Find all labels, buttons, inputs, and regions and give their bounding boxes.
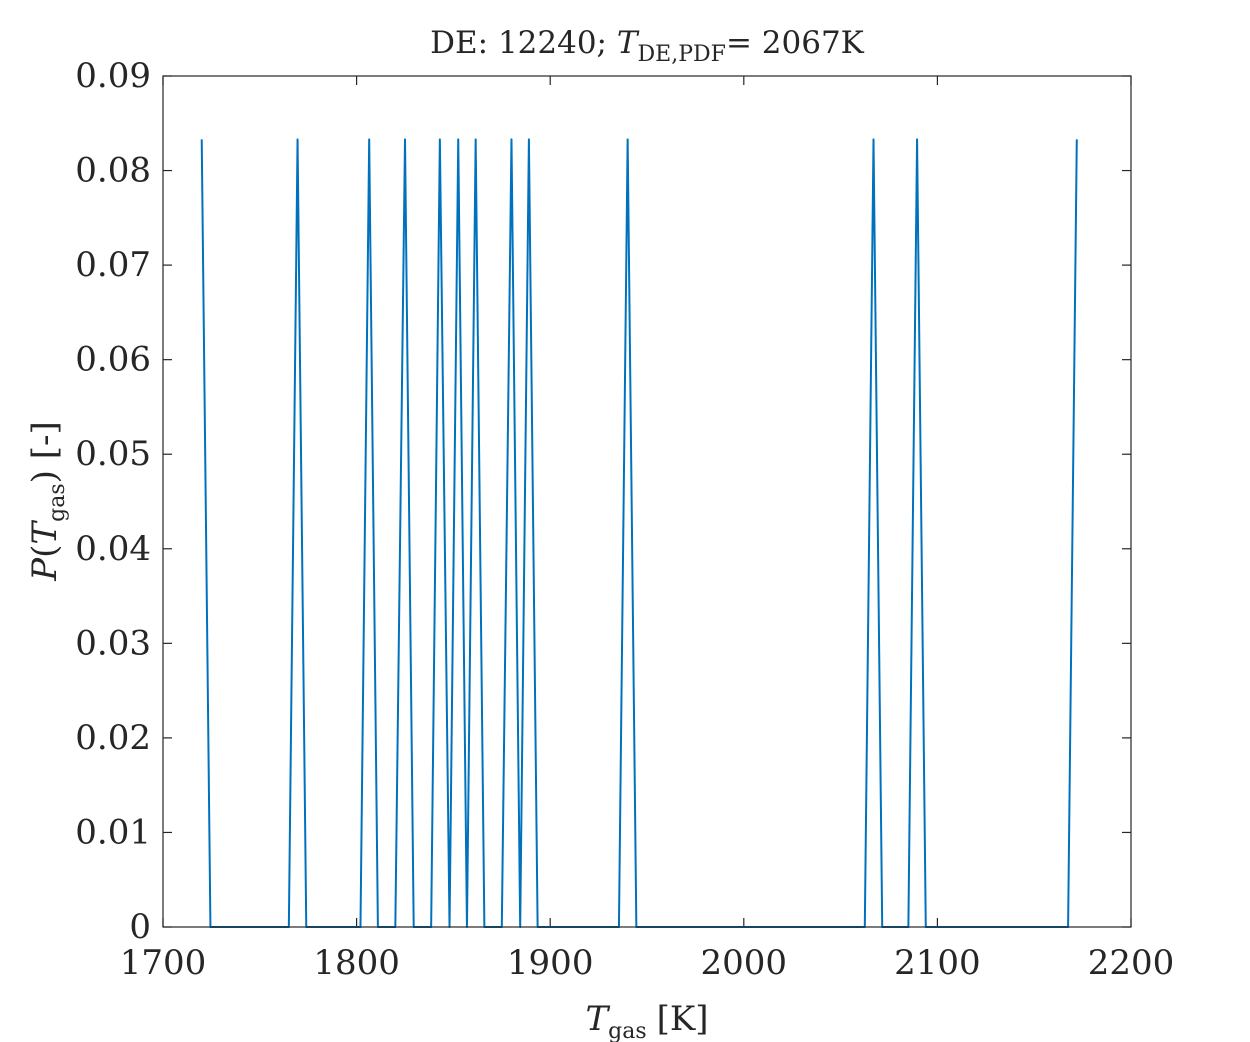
y-tick-label: 0.06 — [75, 340, 151, 380]
x-tick-labels: 1700 1800 1900 2000 2100 2200 — [120, 943, 1175, 983]
y-axis-label: P(Tgas) [-] — [25, 421, 70, 581]
y-tick-labels: 0 0.01 0.02 0.03 0.04 0.05 0.06 0.07 0.08 0.09 — [75, 56, 151, 947]
y-tick-label: 0.03 — [75, 623, 151, 663]
plot-area — [163, 76, 1131, 927]
y-tick-label: 0 — [129, 907, 151, 947]
x-tick-label: 1800 — [313, 943, 400, 983]
y-tick-label: 0.04 — [75, 529, 151, 569]
y-tick-label: 0.08 — [75, 151, 151, 191]
y-tick-label: 0.05 — [75, 434, 151, 474]
y-tick-label: 0.01 — [75, 812, 151, 852]
x-tick-label: 1900 — [507, 943, 594, 983]
plot-box — [162, 75, 1132, 928]
series-line — [200, 138, 1078, 928]
x-tick-label: 2000 — [701, 943, 788, 983]
y-tick-label: 0.07 — [75, 245, 151, 285]
y-tick-label: 0.02 — [75, 718, 151, 758]
x-tick-label: 2100 — [894, 943, 981, 983]
x-axis-label: Tgas [K] — [585, 999, 708, 1042]
chart-title: DE: 12240; TDE,PDF= 2067K — [430, 25, 865, 67]
x-tick-label: 2200 — [1088, 943, 1175, 983]
x-tick-label: 1700 — [120, 943, 207, 983]
y-tick-label: 0.09 — [75, 56, 151, 96]
